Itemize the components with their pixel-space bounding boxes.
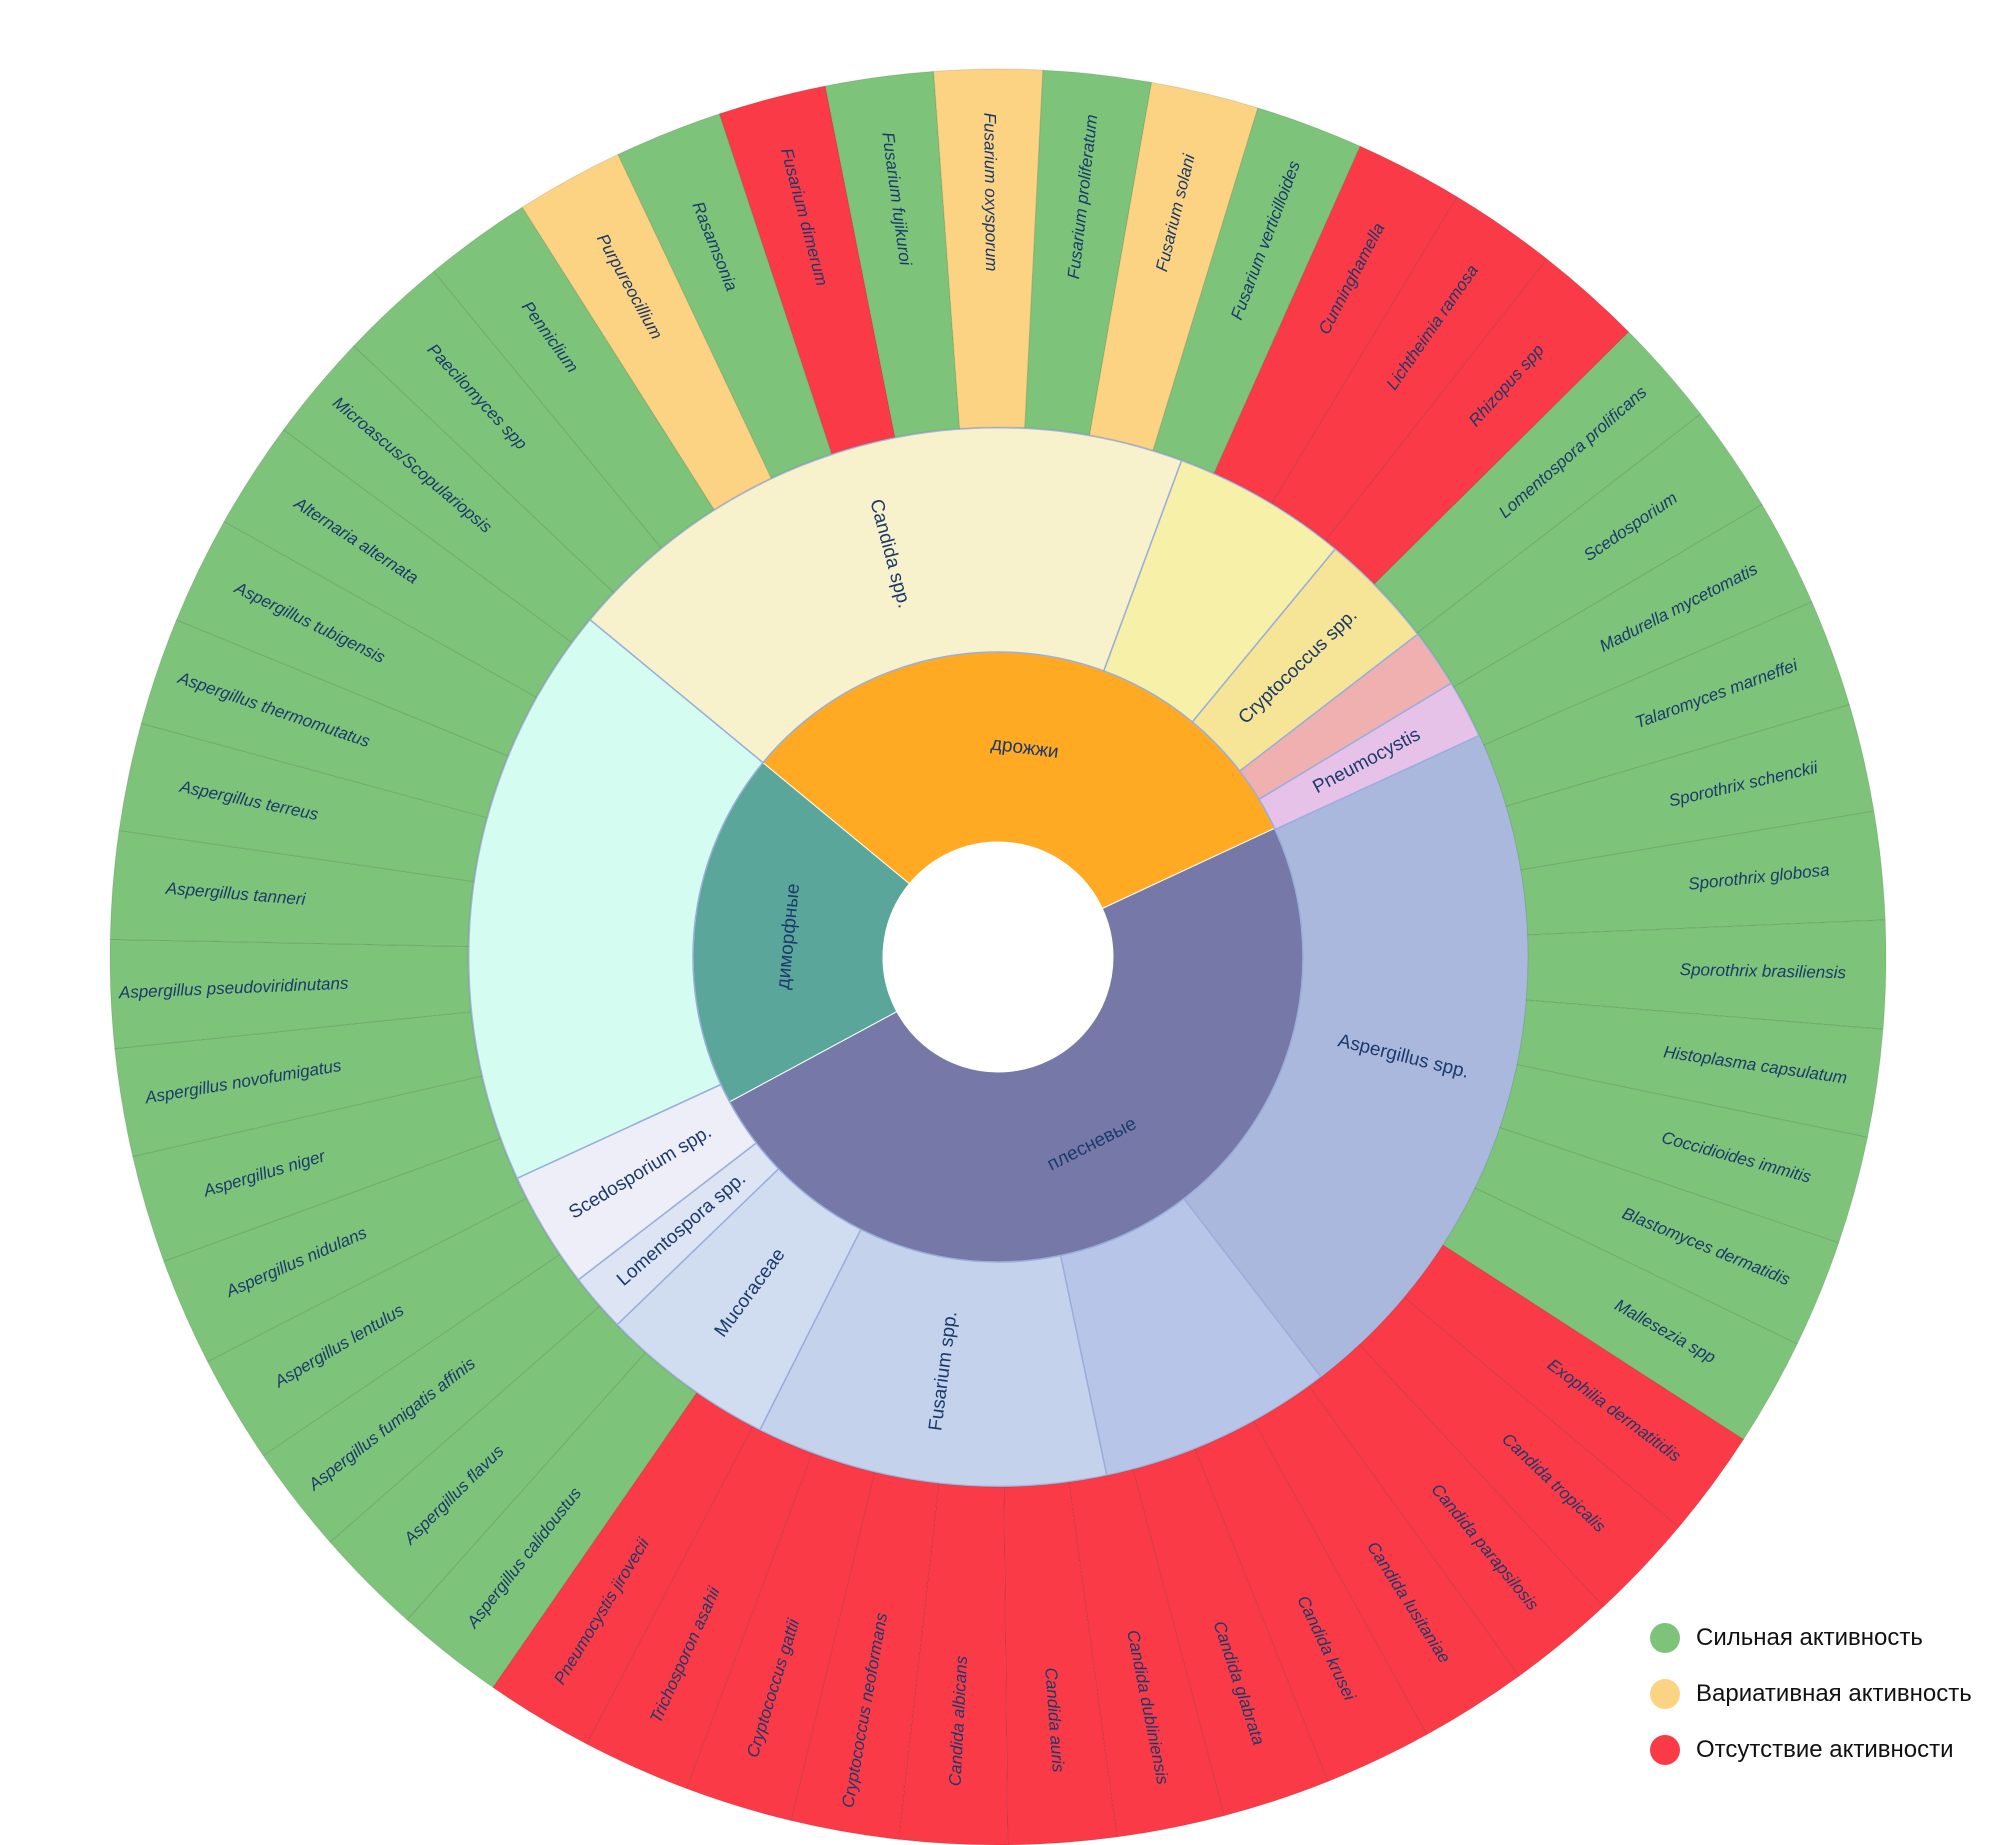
outer-segment-mallesezia-spp [1442,1187,1798,1441]
outer-segment-candida-parapsilosis [1308,1344,1605,1677]
outer-label-sporothrix-brasiliensis: Sporothrix brasiliensis [1680,960,1847,982]
outer-segment-aspergillus-tubigensis [175,520,537,757]
legend-item-strong: Сильная активность [1650,1610,1972,1666]
outer-segment-candida-glabrata [1132,1448,1329,1817]
outer-segment-cryptococcus-gattii [685,1452,875,1822]
outer-segment-candida-krusei [1194,1420,1428,1783]
legend: Сильная активность Вариативная активност… [1650,1610,1972,1778]
outer-segment-fusarium-proliferatum [1024,69,1153,436]
legend-label-variable: Вариативная активность [1696,1680,1972,1707]
legend-label-none: Отсутствие активности [1696,1736,1954,1763]
outer-segment-trichosporon-asahii [585,1425,813,1790]
outer-segment-cunninghamella [1213,145,1458,505]
legend-swatch-strong [1650,1623,1680,1653]
center-hole [883,842,1113,1072]
outer-segment-aspergillus-terreus [118,722,488,883]
outer-segment-penniclium [433,206,715,549]
outer-segment-aspergillus-niger [132,1075,501,1262]
outer-ring [109,68,1887,1845]
legend-swatch-none [1650,1735,1680,1765]
outer-segment-pneumocystis-jirovecii [492,1392,754,1745]
outer-segment-aspergillus-tanneri [109,829,474,948]
outer-segment-coccidioides-immitis [1499,1064,1869,1244]
outer-segment-sporothrix-globosa [1520,810,1886,936]
legend-item-variable: Вариативная активность [1650,1666,1972,1722]
outer-segment-lomentospora-prolificans [1373,331,1702,634]
outer-segment-candida-lusitaniae [1253,1385,1520,1736]
inner-ring [692,651,1304,1263]
middle-ring [467,426,1529,1488]
outer-label-fusarium-oxysporum: Fusarium oxysporum [980,113,1001,272]
outer-segment-blastomyces-dermatidis [1474,1127,1840,1345]
legend-swatch-variable [1650,1679,1680,1709]
outer-segment-rhizopus-spp [1325,258,1630,585]
legend-item-none: Отсутствие активности [1650,1722,1972,1778]
outer-segment-scedosporium [1416,413,1763,688]
legend-label-strong: Сильная активность [1696,1624,1923,1651]
outer-segment-microascus-scopulariopsis [282,345,615,643]
outer-segment-aspergillus-calidoustus [406,1351,698,1689]
outer-segment-candida-dubliniensis [1068,1468,1225,1838]
outer-segment-sporothrix-schenckii [1505,703,1875,871]
